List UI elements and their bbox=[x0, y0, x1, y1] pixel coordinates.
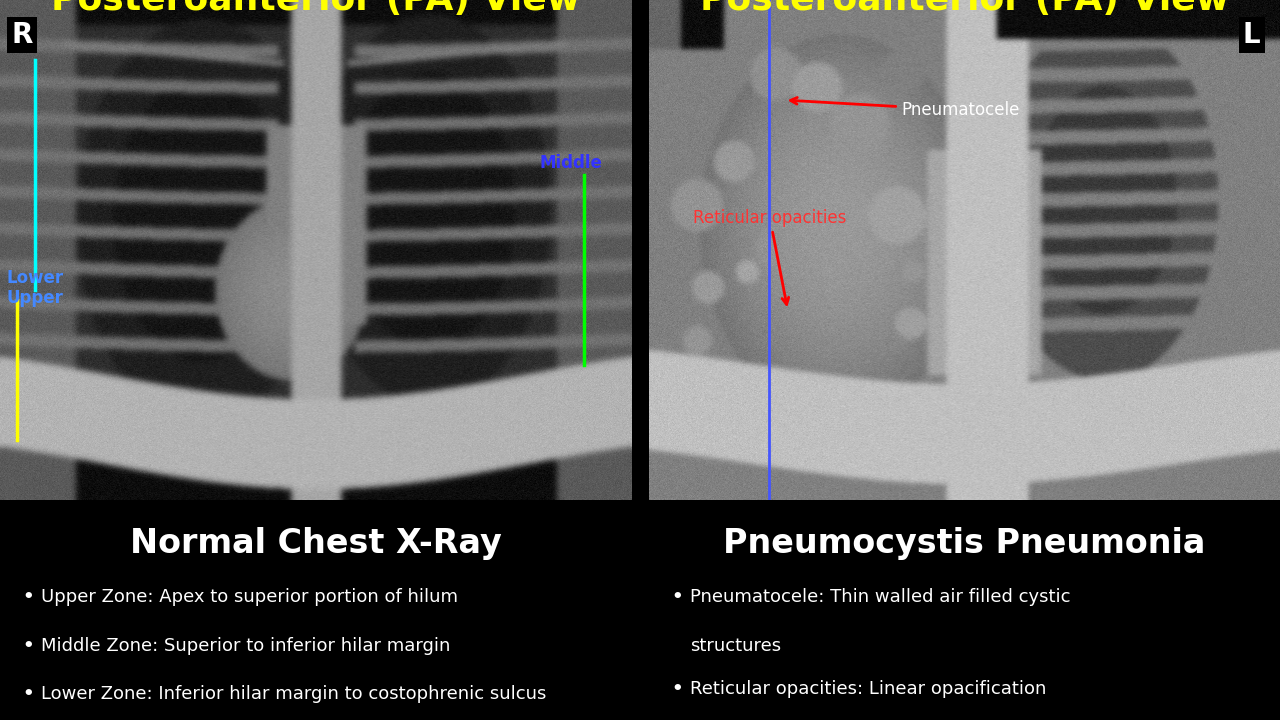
Text: R: R bbox=[12, 21, 33, 49]
Text: Upper: Upper bbox=[6, 289, 63, 307]
Text: Posteroanterior (PA) View: Posteroanterior (PA) View bbox=[51, 0, 580, 17]
Text: Pneumatocele: Thin walled air filled cystic: Pneumatocele: Thin walled air filled cys… bbox=[690, 588, 1070, 606]
Text: Normal Chest X-Ray: Normal Chest X-Ray bbox=[129, 527, 502, 559]
Text: Pneumatocele: Pneumatocele bbox=[791, 97, 1020, 119]
Text: •: • bbox=[671, 680, 682, 698]
Text: Pneumocystis Pneumonia: Pneumocystis Pneumonia bbox=[723, 527, 1206, 559]
Text: •: • bbox=[22, 588, 33, 606]
Text: Lower Zone: Inferior hilar margin to costophrenic sulcus: Lower Zone: Inferior hilar margin to cos… bbox=[41, 685, 547, 703]
Text: Posteroanterior (PA) View: Posteroanterior (PA) View bbox=[700, 0, 1229, 17]
Text: L: L bbox=[1243, 21, 1261, 49]
Text: Lower: Lower bbox=[6, 269, 64, 287]
Text: •: • bbox=[22, 685, 33, 703]
Text: Middle: Middle bbox=[540, 153, 603, 171]
Text: Reticular opacities: Linear opacification: Reticular opacities: Linear opacificatio… bbox=[690, 680, 1046, 698]
Text: •: • bbox=[671, 588, 682, 606]
Text: •: • bbox=[22, 636, 33, 654]
Text: Middle Zone: Superior to inferior hilar margin: Middle Zone: Superior to inferior hilar … bbox=[41, 636, 451, 654]
Text: structures: structures bbox=[690, 636, 781, 654]
Text: Upper Zone: Apex to superior portion of hilum: Upper Zone: Apex to superior portion of … bbox=[41, 588, 458, 606]
Text: Reticular opacities: Reticular opacities bbox=[694, 209, 846, 305]
